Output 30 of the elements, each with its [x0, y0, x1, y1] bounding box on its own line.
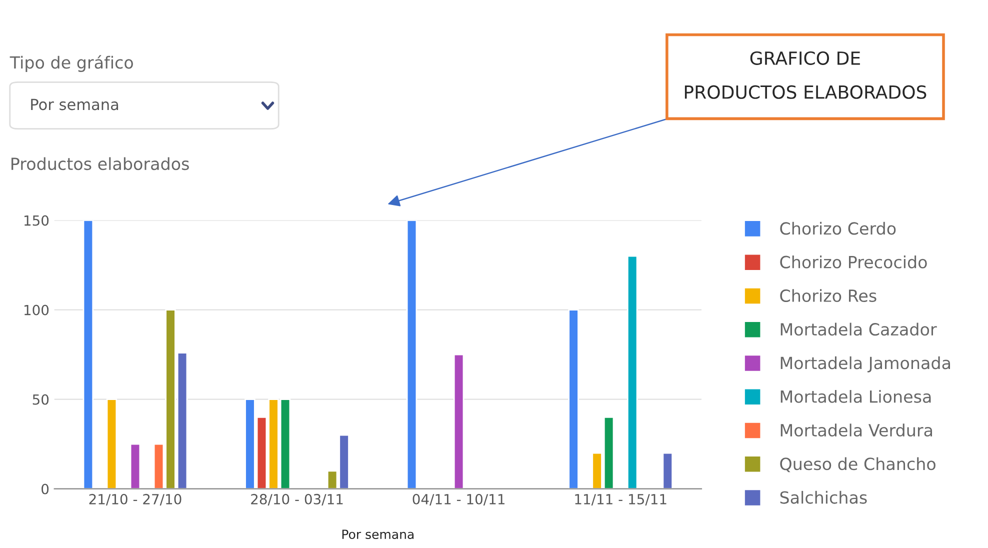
y-tick-label: 150: [24, 215, 49, 226]
bar: [662, 452, 674, 489]
legend-label: Mortadela Jamonada: [780, 356, 950, 372]
bar: [106, 398, 118, 489]
x-tick-label: 28/10 - 03/11: [251, 494, 343, 506]
bar: [406, 220, 418, 489]
text: GRAFICO DE PRODUCTOS ELABORADOS: [684, 51, 926, 99]
legend-label: Salchichas: [780, 490, 867, 504]
legend-label: Chorizo Precocido: [780, 256, 927, 268]
bar: [130, 443, 141, 489]
legend-label: Chorizo Cerdo: [780, 222, 896, 235]
bar: [82, 220, 94, 489]
y-tick-label: 0: [42, 484, 49, 494]
legend-label: Mortadela Cazador: [780, 322, 937, 336]
legend-label: Mortadela Verdura: [780, 424, 932, 437]
x-tick-label: 04/11 - 10/11: [412, 494, 504, 506]
legend-label: Chorizo Res: [780, 289, 876, 302]
x-axis-title: Por semana: [342, 530, 414, 540]
bar: [626, 255, 638, 489]
bar: [568, 309, 579, 489]
x-tick-label: 21/10 - 27/10: [89, 494, 182, 506]
y-tick-label: 100: [24, 304, 49, 316]
text: Tipo de gráfico: [10, 55, 133, 72]
chart-title: Productos elaborados: [12, 157, 189, 170]
text: Por semana: [31, 98, 118, 110]
bar: [453, 354, 464, 489]
legend-label: Mortadela Lionesa: [780, 390, 931, 403]
x-tick-label: 11/11 - 15/11: [575, 494, 666, 506]
y-tick-label: 50: [32, 394, 49, 405]
legend-label: Queso de Chancho: [780, 457, 936, 472]
